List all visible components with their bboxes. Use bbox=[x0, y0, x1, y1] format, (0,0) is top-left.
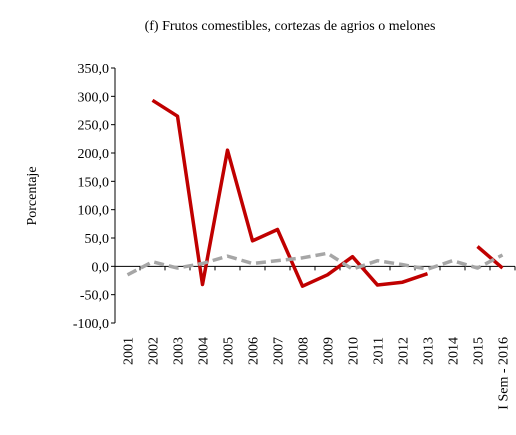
x-tick-label: 2009 bbox=[322, 337, 337, 365]
x-tick-label: 2004 bbox=[197, 337, 212, 365]
x-tick-label: 2003 bbox=[172, 337, 187, 365]
y-tick-label: 350,0 bbox=[78, 62, 110, 77]
x-tick-label: 2013 bbox=[422, 337, 437, 365]
y-tick-label: 0,0 bbox=[92, 260, 110, 275]
series-line bbox=[151, 98, 504, 288]
y-tick-label: 300,0 bbox=[78, 90, 110, 105]
chart-title: (f) Frutos comestibles, cortezas de agri… bbox=[145, 19, 436, 34]
y-tick-label: 200,0 bbox=[78, 147, 110, 162]
y-tick-label: -100,0 bbox=[73, 317, 109, 332]
y-tick-label: 150,0 bbox=[78, 175, 110, 190]
x-tick-label: 2011 bbox=[372, 337, 387, 364]
x-tick-label: 2005 bbox=[222, 337, 237, 365]
y-tick-label: -50,0 bbox=[80, 289, 109, 304]
y-axis-label: Porcentaje bbox=[25, 166, 40, 225]
x-tick-label: I Sem - 2016 bbox=[497, 337, 512, 410]
y-tick-label: 250,0 bbox=[78, 119, 110, 134]
x-tick-label: 2015 bbox=[472, 337, 487, 365]
x-tick-label: 2007 bbox=[272, 337, 287, 365]
x-tick-label: 2001 bbox=[122, 337, 137, 365]
y-tick-label: 50,0 bbox=[85, 232, 110, 247]
x-tick-label: 2012 bbox=[397, 337, 412, 365]
x-tick-label: 2002 bbox=[147, 337, 162, 365]
y-tick-label: 100,0 bbox=[78, 204, 110, 219]
x-tick-label: 2008 bbox=[297, 337, 312, 365]
series-line bbox=[126, 251, 504, 277]
x-tick-label: 2006 bbox=[247, 337, 262, 365]
x-tick-label: 2014 bbox=[447, 337, 462, 365]
x-tick-label: 2010 bbox=[347, 337, 362, 365]
